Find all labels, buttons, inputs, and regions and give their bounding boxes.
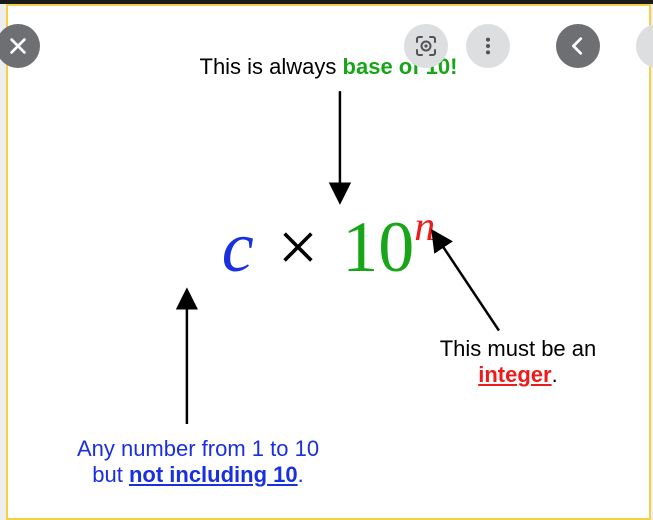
formula: c × 10n [8, 206, 649, 289]
formula-times: × [272, 207, 325, 287]
right-annotation-post: . [552, 362, 558, 387]
lens-icon [414, 34, 438, 58]
back-button[interactable] [556, 24, 600, 68]
bottom-annotation-keyword: not including 10 [129, 462, 298, 487]
content-frame: This is always base of 10! c × 10n This … [6, 4, 651, 520]
formula-c: c [222, 207, 254, 287]
top-annotation: This is always base of 10! [8, 54, 649, 80]
right-annotation-line1: This must be an [440, 336, 597, 361]
bottom-annotation-line1: Any number from 1 to 10 [77, 436, 319, 461]
close-icon [7, 35, 29, 57]
right-annotation-keyword: integer [478, 362, 551, 387]
top-annotation-pre: This is always [200, 54, 343, 79]
bottom-annotation: Any number from 1 to 10 but not includin… [48, 436, 348, 488]
bottom-annotation-post: . [298, 462, 304, 487]
lens-button[interactable] [404, 24, 448, 68]
chevron-left-icon [567, 35, 589, 57]
right-annotation: This must be an integer. [408, 336, 628, 388]
bottom-annotation-line2-pre: but [92, 462, 129, 487]
diagram-content: This is always base of 10! c × 10n This … [8, 6, 649, 518]
formula-n: n [414, 204, 435, 250]
chevron-right-icon [647, 35, 653, 57]
more-button[interactable] [466, 24, 510, 68]
more-vertical-icon [477, 35, 499, 57]
formula-ten: 10 [342, 207, 414, 287]
